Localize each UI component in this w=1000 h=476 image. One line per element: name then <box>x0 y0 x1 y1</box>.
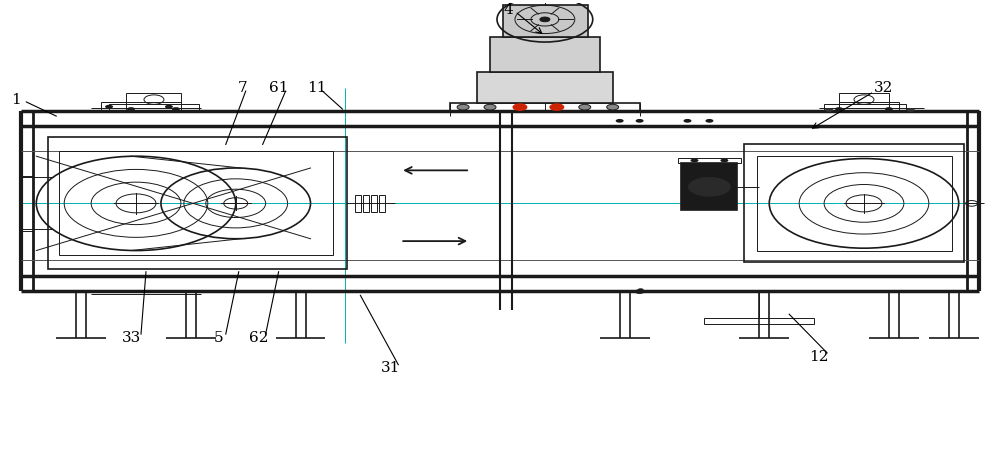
Bar <box>681 163 737 210</box>
Text: 33: 33 <box>121 331 141 345</box>
Bar <box>450 103 640 111</box>
Bar <box>363 195 369 212</box>
Circle shape <box>457 104 469 110</box>
Bar <box>678 158 741 163</box>
Bar <box>839 102 899 111</box>
Bar <box>101 102 181 111</box>
Circle shape <box>683 119 691 123</box>
Circle shape <box>540 17 550 22</box>
Bar <box>109 104 199 111</box>
Circle shape <box>690 159 698 162</box>
Circle shape <box>165 105 173 109</box>
Circle shape <box>720 206 728 209</box>
Circle shape <box>513 104 527 110</box>
Bar <box>371 195 377 212</box>
Circle shape <box>484 104 496 110</box>
Text: 1: 1 <box>11 93 21 107</box>
Circle shape <box>127 107 135 111</box>
Text: 11: 11 <box>307 81 326 95</box>
Circle shape <box>550 104 564 110</box>
Bar <box>355 195 361 212</box>
Text: 7: 7 <box>238 81 248 95</box>
Circle shape <box>720 159 728 162</box>
Bar <box>490 37 600 72</box>
Text: 32: 32 <box>874 81 894 95</box>
Bar <box>48 138 347 269</box>
Circle shape <box>607 104 619 110</box>
Circle shape <box>579 104 591 110</box>
Bar <box>503 5 588 37</box>
Circle shape <box>687 177 731 197</box>
Bar <box>21 176 33 231</box>
Circle shape <box>636 119 644 123</box>
Circle shape <box>885 107 893 111</box>
Bar <box>379 195 385 212</box>
Bar <box>839 93 889 111</box>
Bar <box>126 93 181 111</box>
Circle shape <box>690 206 698 209</box>
Circle shape <box>105 105 113 109</box>
Text: 62: 62 <box>249 331 268 345</box>
Circle shape <box>172 107 180 111</box>
Circle shape <box>616 119 624 123</box>
Text: 61: 61 <box>269 81 288 95</box>
Bar <box>59 151 333 255</box>
Circle shape <box>705 119 713 123</box>
Text: 12: 12 <box>809 350 829 364</box>
Circle shape <box>907 108 915 112</box>
Bar <box>757 156 952 250</box>
Text: 31: 31 <box>381 361 400 376</box>
Text: 5: 5 <box>214 331 224 345</box>
Circle shape <box>635 289 645 294</box>
Circle shape <box>835 107 843 111</box>
Bar <box>704 318 814 324</box>
Circle shape <box>825 108 833 112</box>
Text: 4: 4 <box>503 3 513 17</box>
Circle shape <box>638 288 644 291</box>
Bar <box>824 104 906 111</box>
Bar <box>477 72 613 103</box>
Bar <box>744 144 964 262</box>
